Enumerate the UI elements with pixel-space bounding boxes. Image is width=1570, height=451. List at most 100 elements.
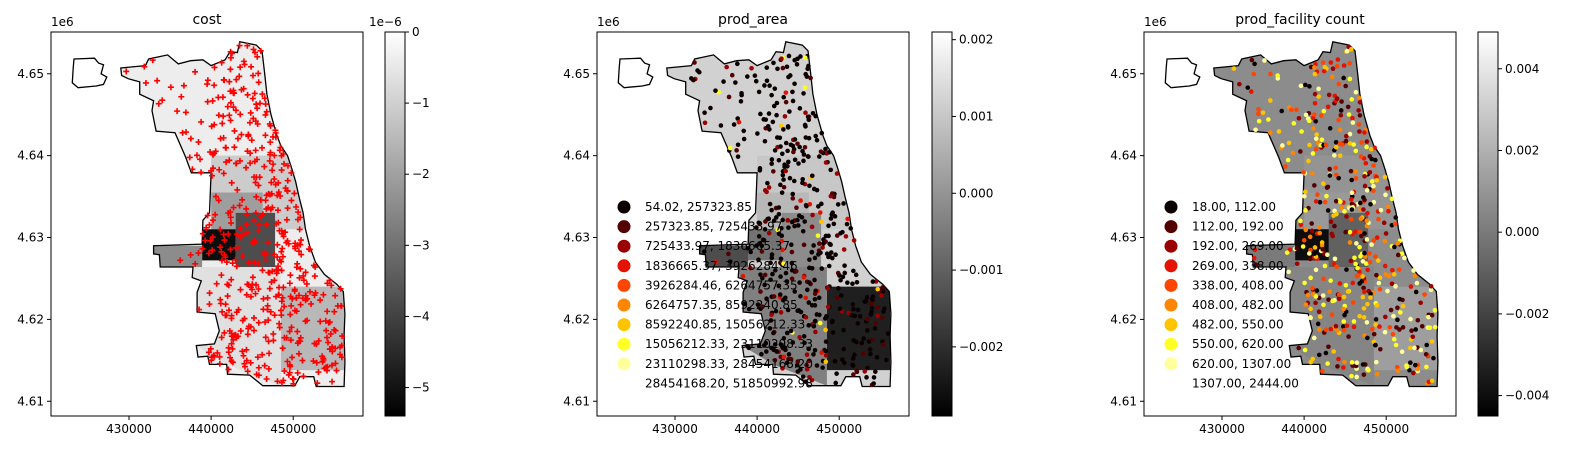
data-point (1298, 149, 1303, 154)
data-point (1333, 144, 1339, 150)
data-point (1429, 378, 1435, 384)
data-point (286, 280, 293, 287)
data-point (167, 84, 174, 91)
data-point (1371, 238, 1376, 243)
data-point (1324, 193, 1329, 199)
data-point (253, 101, 260, 108)
data-point (263, 221, 270, 228)
data-point (828, 167, 834, 173)
colorbar-tick-label: 0.002 (1505, 143, 1539, 157)
colorbar-tick-label: −0.002 (959, 340, 1003, 354)
data-point (1361, 372, 1367, 377)
data-point (207, 237, 214, 244)
data-point (284, 177, 291, 184)
data-point (217, 296, 224, 303)
data-point (174, 108, 181, 115)
data-point (251, 239, 258, 246)
data-point (1303, 112, 1309, 118)
data-point (248, 137, 255, 144)
data-point (795, 141, 800, 147)
data-point (1302, 193, 1307, 199)
data-point (285, 371, 292, 378)
legend-label: 28454168.20, 51850992.98 (645, 376, 813, 390)
data-point (872, 326, 878, 331)
data-point (254, 53, 261, 60)
data-point (1398, 310, 1403, 315)
data-point (1300, 244, 1306, 249)
data-point (196, 306, 203, 313)
data-point (270, 330, 277, 337)
data-point (794, 362, 800, 368)
data-point (823, 339, 829, 344)
data-point (1252, 61, 1257, 67)
legend-label: 550.00, 620.00 (1192, 337, 1284, 351)
data-point (324, 339, 331, 346)
data-point (208, 354, 215, 361)
data-point (267, 308, 274, 315)
chart-title: prod_area (718, 12, 788, 28)
data-point (1385, 204, 1391, 209)
data-point (266, 157, 273, 164)
data-point (765, 123, 771, 129)
data-point (1320, 60, 1326, 65)
data-point (762, 83, 767, 88)
data-point (764, 296, 769, 301)
data-point (1313, 199, 1319, 204)
data-point (851, 238, 857, 243)
data-point (810, 212, 815, 218)
data-point (1390, 267, 1395, 273)
data-point (769, 92, 774, 98)
data-point (207, 345, 214, 352)
data-point (1422, 292, 1427, 297)
data-point (257, 196, 264, 203)
data-point (850, 281, 855, 287)
chart-title: cost (192, 12, 222, 28)
data-point (771, 60, 776, 66)
data-point (300, 277, 307, 284)
data-point (217, 135, 224, 142)
data-point (302, 269, 309, 276)
data-point (250, 217, 257, 224)
data-point (266, 285, 273, 292)
data-point (228, 340, 235, 347)
data-point (1316, 309, 1322, 314)
data-point (1312, 100, 1318, 106)
data-point (1374, 235, 1380, 240)
data-point (789, 260, 795, 266)
data-point (797, 106, 803, 111)
data-point (777, 292, 783, 297)
colorbar-tick-label: 0.001 (959, 109, 993, 123)
data-point (828, 242, 833, 248)
data-point (246, 259, 253, 266)
data-point (1253, 127, 1258, 133)
data-point (222, 312, 229, 319)
data-point (812, 291, 818, 297)
data-point (1336, 117, 1341, 123)
data-point (272, 129, 279, 136)
data-point (331, 326, 338, 333)
region-polygon (699, 245, 749, 267)
data-point (777, 135, 783, 141)
data-point (1312, 91, 1318, 97)
data-point (287, 293, 294, 300)
data-point (778, 256, 784, 262)
data-point (756, 220, 762, 226)
data-point (1408, 284, 1414, 289)
data-point (1316, 94, 1322, 99)
data-point (1348, 168, 1354, 174)
data-point (1308, 359, 1314, 365)
data-point (1361, 306, 1367, 311)
data-point (278, 312, 285, 319)
data-point (1334, 63, 1340, 69)
data-point (1312, 71, 1318, 77)
data-point (851, 306, 856, 312)
data-point (1351, 142, 1356, 147)
data-point (323, 334, 330, 341)
data-point (1252, 247, 1258, 253)
data-point (210, 217, 217, 224)
data-point (1376, 216, 1381, 222)
data-point (764, 78, 770, 84)
data-point (267, 139, 274, 146)
data-point (262, 111, 269, 118)
data-point (689, 76, 694, 81)
